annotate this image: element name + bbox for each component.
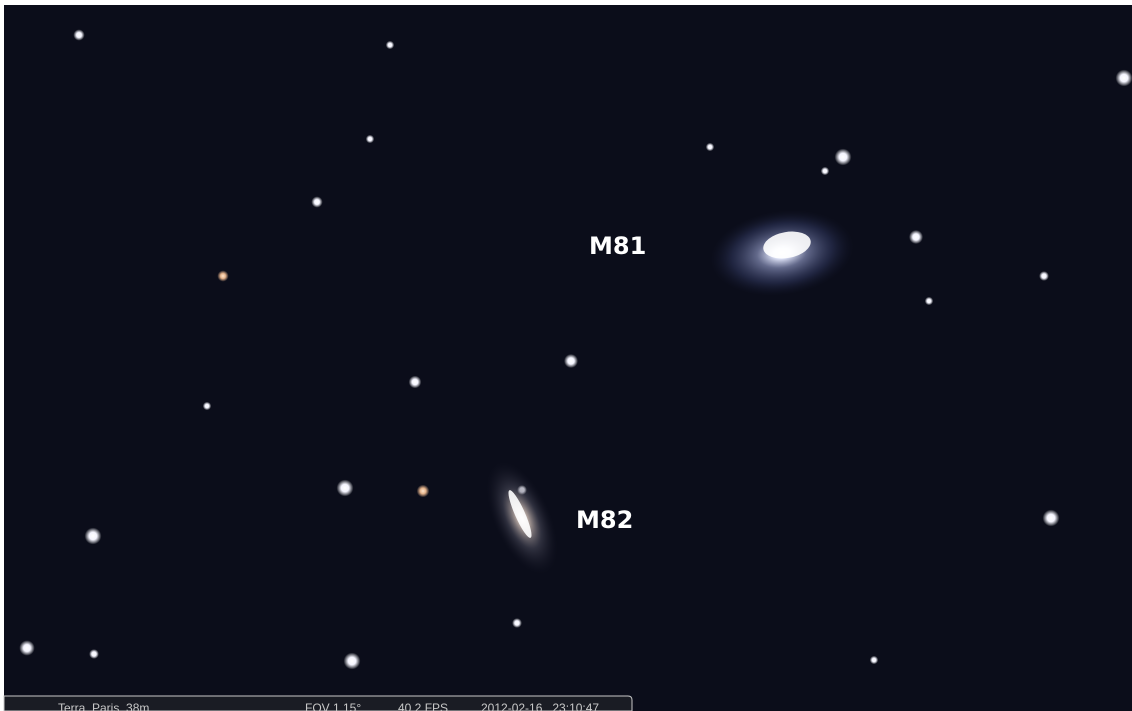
object-label: M82 xyxy=(576,506,633,534)
star xyxy=(409,376,422,389)
star xyxy=(564,354,578,368)
star xyxy=(85,528,102,545)
fps: 40.2 FPS xyxy=(398,701,448,711)
star xyxy=(89,649,99,659)
star xyxy=(1116,70,1132,87)
star xyxy=(337,480,354,497)
star xyxy=(870,656,878,664)
star xyxy=(1039,271,1049,281)
status-bar: Terra, Paris, 38m FOV 1.15° 40.2 FPS 201… xyxy=(4,696,632,711)
star xyxy=(386,41,394,49)
datetime: 2012-02-16 23:10:47 xyxy=(481,701,599,711)
star xyxy=(706,143,714,151)
star xyxy=(821,167,829,175)
star xyxy=(925,297,933,305)
star xyxy=(835,149,852,166)
star xyxy=(1043,510,1060,527)
star xyxy=(217,270,228,281)
fov: FOV 1.15° xyxy=(305,701,361,711)
star xyxy=(909,230,923,244)
star xyxy=(417,485,430,498)
location: Terra, Paris, 38m xyxy=(58,701,149,711)
object-label: M81 xyxy=(589,232,646,260)
star xyxy=(19,640,34,655)
star xyxy=(344,653,361,670)
star xyxy=(366,135,374,143)
star xyxy=(73,29,84,40)
sky-view: M81 M82 Terra, Paris, 38m FOV 1.15° 40.2… xyxy=(0,0,1132,711)
screen: M81 M82 Terra, Paris, 38m FOV 1.15° 40.2… xyxy=(0,0,1132,711)
star xyxy=(512,618,522,628)
star xyxy=(311,196,322,207)
star xyxy=(203,402,211,410)
